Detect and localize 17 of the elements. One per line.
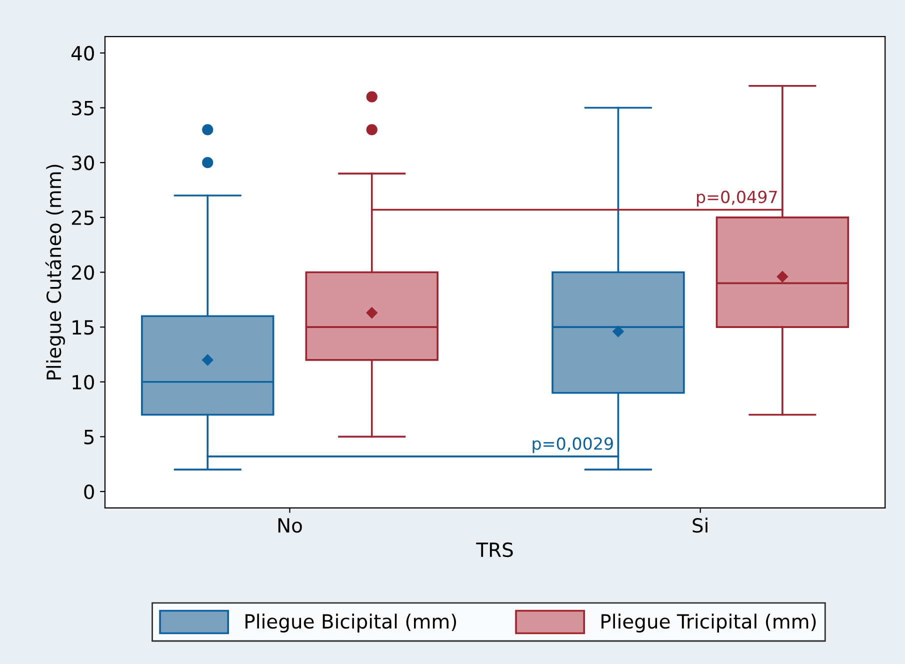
y-tick-label: 0	[84, 484, 94, 500]
y-tick-label: 35	[72, 100, 94, 116]
y-tick-label: 10	[72, 374, 94, 390]
annotation: p=0,0029	[532, 437, 613, 454]
y-tick-label: 20	[72, 265, 94, 280]
x-tick-label: No	[278, 518, 302, 533]
x-tick-label: Si	[692, 518, 708, 533]
y-tick-label: 5	[84, 430, 94, 444]
annotation: p=0,0497	[696, 190, 777, 206]
legend-label: Pliegue Tricipital (mm)	[602, 614, 816, 632]
x-axis-title: TRS	[476, 542, 513, 558]
legend-label: Pliegue Bicipital (mm)	[246, 614, 456, 632]
y-tick-label: 30	[72, 156, 94, 170]
y-axis-title: Pliegue Cutáneo (mm)	[45, 164, 65, 380]
y-tick-label: 25	[72, 210, 94, 226]
y-tick-label: 15	[72, 320, 94, 335]
y-tick-label: 40	[71, 46, 94, 61]
